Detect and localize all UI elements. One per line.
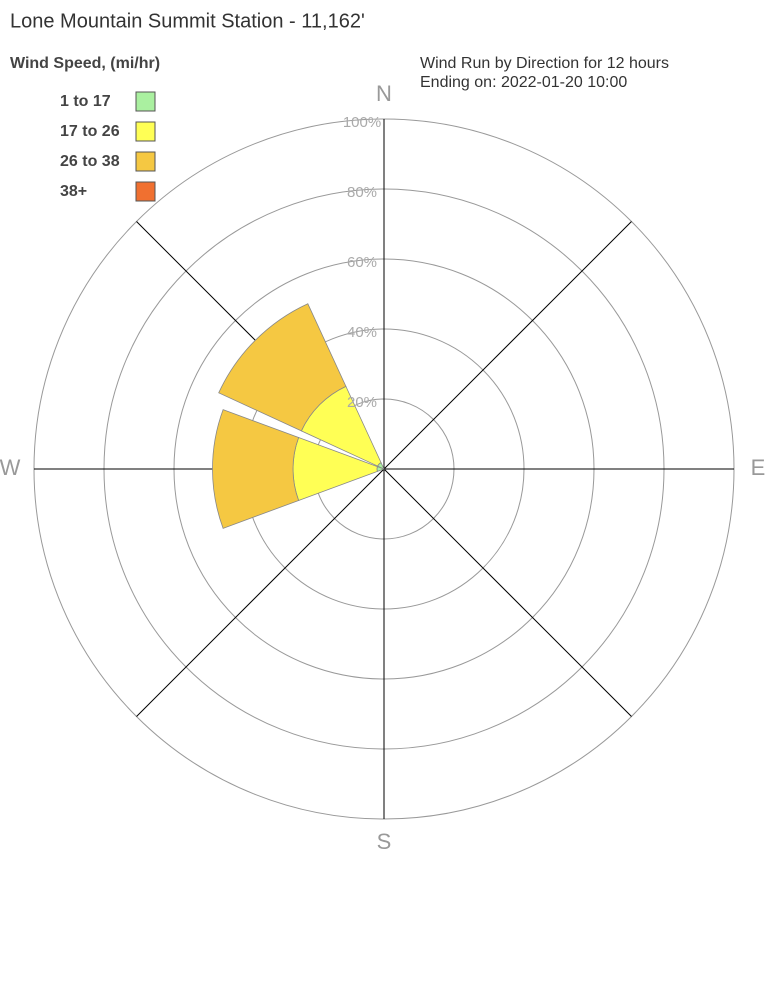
ring-label: 80%	[347, 184, 377, 201]
legend-label: 38+	[60, 183, 87, 200]
legend-swatch	[135, 91, 156, 112]
wedge-segment	[212, 409, 300, 529]
compass-label: N	[376, 81, 392, 106]
compass-label: S	[377, 829, 392, 854]
ring-label: 100%	[343, 114, 381, 131]
ring-label: 20%	[347, 394, 377, 411]
legend-swatch	[135, 121, 156, 142]
legend-label: 17 to 26	[60, 123, 120, 140]
legend-title: Wind Speed, (mi/hr)	[10, 55, 160, 72]
chart-title: Lone Mountain Summit Station - 11,162'	[10, 10, 365, 32]
spoke	[383, 468, 632, 717]
legend-label: 1 to 17	[60, 93, 111, 110]
compass-label: W	[0, 455, 21, 480]
subtitle: Wind Run by Direction for 12 hours	[420, 55, 669, 72]
wedge-segment	[218, 303, 347, 432]
legend-swatch	[135, 181, 156, 202]
ring-label: 40%	[347, 324, 377, 341]
legend-label: 26 to 38	[60, 153, 120, 170]
compass-label: E	[751, 455, 766, 480]
spoke	[383, 221, 632, 470]
ring-label: 60%	[347, 254, 377, 271]
subtitle: Ending on: 2022-01-20 10:00	[420, 74, 627, 91]
spoke	[136, 468, 385, 717]
legend-swatch	[135, 151, 156, 172]
